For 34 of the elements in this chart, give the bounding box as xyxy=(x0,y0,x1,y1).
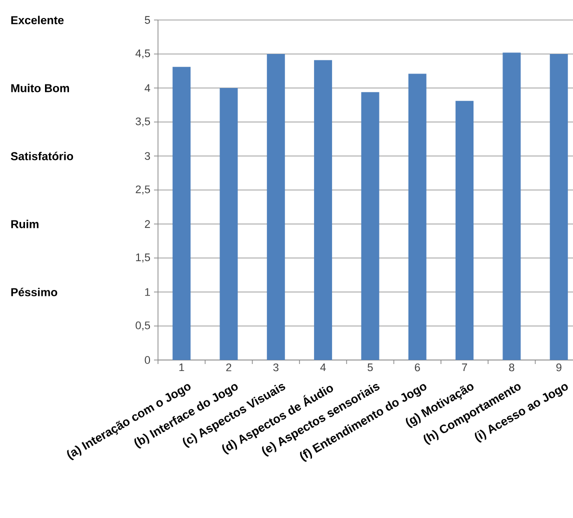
y-tick-label: 2,5 xyxy=(136,185,150,195)
bar xyxy=(502,52,521,360)
text: Satisfatório xyxy=(10,152,74,160)
text: Ruim xyxy=(11,220,38,228)
y-tick-label: 1,5 xyxy=(136,254,150,262)
x-tick-label: 5 xyxy=(368,364,373,372)
y-tick-label: 0 xyxy=(144,356,150,364)
x-tick-label: 6 xyxy=(414,364,420,372)
text: Muito Bom xyxy=(11,84,69,92)
bar xyxy=(456,100,474,360)
y-tick-label: 4 xyxy=(144,84,150,92)
bar xyxy=(550,54,568,360)
bar xyxy=(408,74,426,360)
x-tick-label: 8 xyxy=(509,364,514,372)
x-tick-label: 2 xyxy=(226,364,232,372)
y-tick-label: 1 xyxy=(145,288,150,296)
bar xyxy=(220,88,238,360)
bar xyxy=(172,66,191,360)
bar xyxy=(266,54,285,360)
x-tick-label: 1 xyxy=(179,364,184,372)
bar xyxy=(314,60,332,360)
y-tick-label: 2 xyxy=(144,220,150,228)
y-tick-label: 3 xyxy=(144,152,150,160)
x-tick-label: 4 xyxy=(320,364,326,372)
bar xyxy=(361,92,380,360)
x-tick-label: 3 xyxy=(273,364,278,372)
y-tick-label: 0,5 xyxy=(136,321,150,331)
y-tick-label: 5 xyxy=(144,16,150,24)
y-tick-label: 3,5 xyxy=(136,117,150,127)
text: Péssimo xyxy=(11,288,58,296)
x-tick-label: 7 xyxy=(462,364,468,372)
x-tick-label: 9 xyxy=(556,364,562,372)
y-tick-label: 4,5 xyxy=(135,50,150,58)
text: Excelente xyxy=(11,16,64,24)
